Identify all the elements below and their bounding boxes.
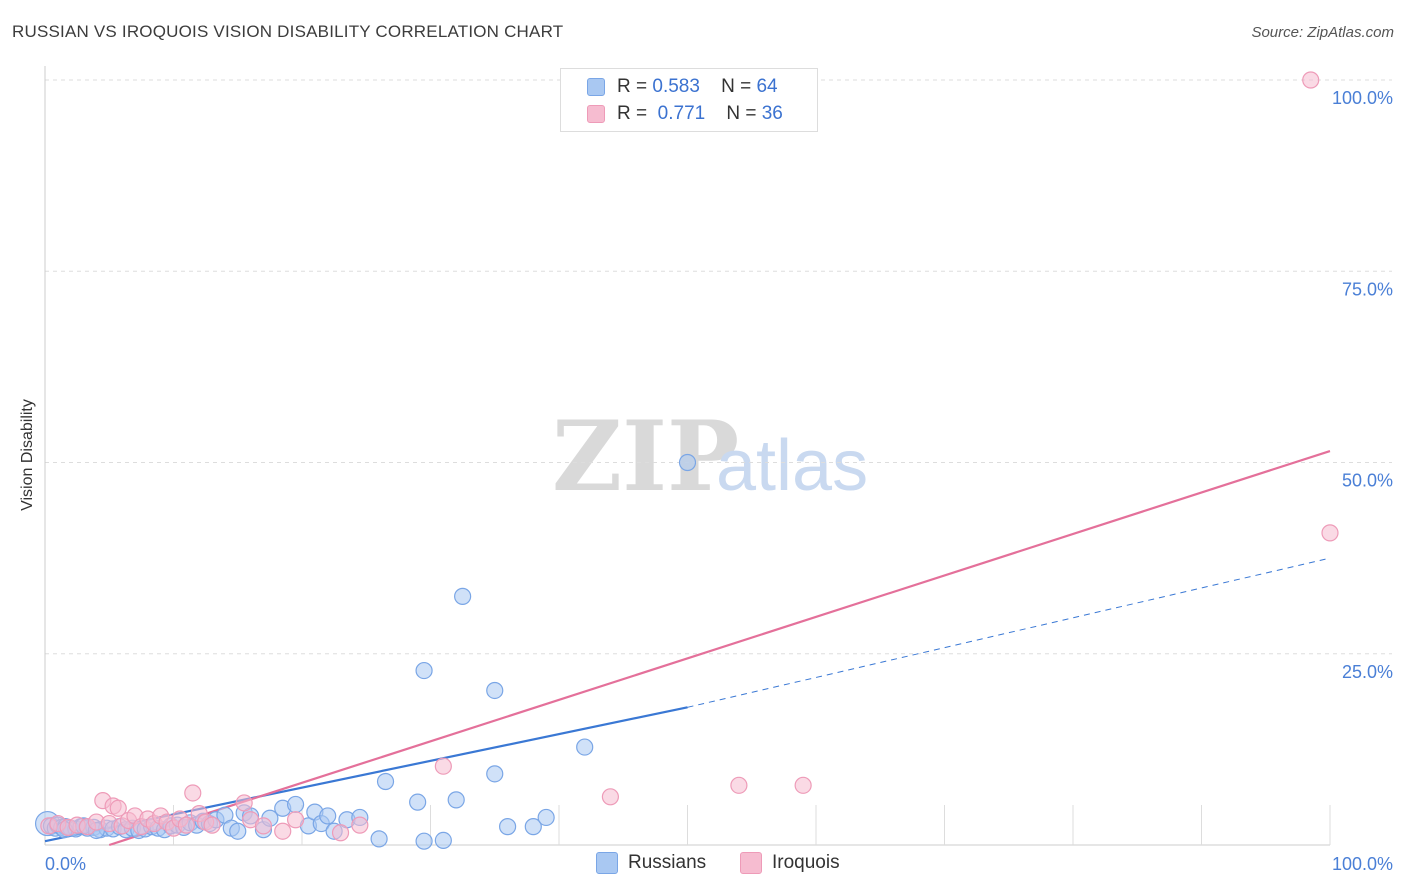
- iroquois-point: [203, 816, 221, 834]
- iroquois-point: [1302, 71, 1320, 89]
- bottom-legend-russians: Russians: [596, 852, 706, 874]
- russians-point: [447, 791, 465, 809]
- iroquois-point: [235, 794, 253, 812]
- russians-point: [415, 832, 433, 850]
- russians-point: [319, 807, 337, 825]
- russians-point: [486, 681, 504, 700]
- russians-r-value: 0.583: [652, 76, 700, 97]
- iroquois-point: [184, 784, 202, 802]
- russians-r-label: R =: [617, 76, 648, 97]
- iroquois-n-label: N =: [726, 103, 757, 124]
- bottom-legend-iroquois: Iroquois: [740, 852, 840, 874]
- russians-point: [486, 765, 504, 783]
- y-tick-label: 25.0%: [1342, 662, 1393, 682]
- russians-point: [524, 818, 542, 836]
- watermark: ZIP atlas: [552, 400, 868, 513]
- y-tick-label: 50.0%: [1342, 471, 1393, 491]
- iroquois-legend-swatch: [740, 852, 762, 874]
- iroquois-point: [794, 776, 812, 794]
- iroquois-point: [177, 816, 195, 834]
- russians-point: [415, 661, 433, 680]
- russians-trend-extension: [687, 557, 1331, 708]
- watermark-atlas: atlas: [716, 426, 868, 506]
- iroquois-point: [434, 757, 452, 775]
- iroquois-point: [351, 816, 369, 834]
- russians-point: [286, 795, 305, 814]
- iroquois-r-value: 0.771: [657, 103, 706, 124]
- x-tick-label: 100.0%: [1332, 854, 1393, 874]
- iroquois-point: [254, 817, 273, 835]
- russians-point: [370, 830, 388, 848]
- iroquois-point: [730, 776, 748, 794]
- legend-row-iroquois: R = 0.771 N = 36: [587, 102, 783, 126]
- iroquois-swatch: [587, 105, 605, 123]
- russians-point: [499, 818, 517, 836]
- russians-point: [229, 822, 247, 840]
- legend-row-russians: R = 0.583 N = 64: [587, 75, 778, 99]
- russians-point: [409, 793, 427, 811]
- russians-point: [434, 831, 452, 850]
- iroquois-point: [601, 788, 620, 806]
- russians-legend-swatch: [596, 852, 618, 874]
- y-tick-label: 75.0%: [1342, 279, 1393, 299]
- data-points: [34, 71, 1339, 850]
- x-tick-label: 0.0%: [45, 854, 86, 874]
- chart-title: RUSSIAN VS IROQUOIS VISION DISABILITY CO…: [12, 22, 564, 41]
- source-credit: Source: ZipAtlas.com: [1251, 24, 1394, 41]
- iroquois-point: [109, 799, 127, 817]
- russians-swatch: [587, 78, 605, 96]
- tick-labels: 25.0% 50.0% 75.0% 100.0% 0.0% 100.0%: [45, 88, 1393, 874]
- russians-point: [376, 772, 395, 791]
- russians-n-label: N =: [721, 76, 752, 97]
- russians-n-value: 64: [756, 76, 778, 97]
- iroquois-point: [1321, 524, 1339, 542]
- iroquois-point: [331, 824, 350, 842]
- russians-point: [537, 808, 555, 827]
- iroquois-point: [286, 811, 305, 829]
- iroquois-n-value: 36: [761, 103, 783, 124]
- gridlines: [45, 79, 1392, 655]
- iroquois-legend-label: Iroquois: [772, 852, 840, 873]
- iroquois-point: [274, 822, 292, 840]
- axes: [44, 66, 1331, 846]
- russians-point: [678, 453, 697, 472]
- iroquois-trend-line: [108, 449, 1331, 847]
- russians-legend-label: Russians: [628, 852, 707, 873]
- russians-point: [576, 738, 594, 756]
- russians-point: [454, 587, 472, 605]
- legend-box: R = 0.583 N = 64 R = 0.771 N = 36: [560, 68, 818, 132]
- y-tick-label: 100.0%: [1332, 88, 1393, 108]
- watermark-zip: ZIP: [552, 400, 739, 513]
- iroquois-r-label: R =: [617, 103, 648, 124]
